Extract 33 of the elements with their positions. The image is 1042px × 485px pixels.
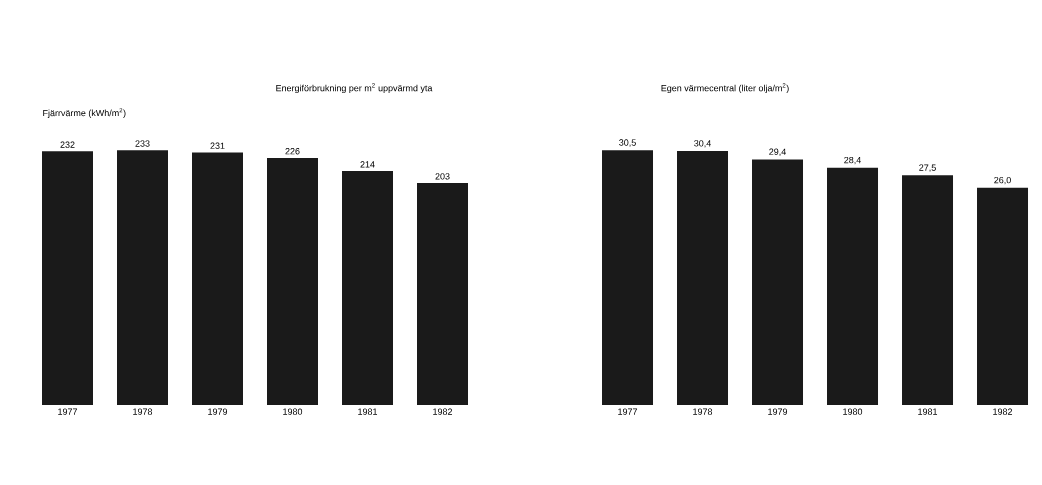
x-tick-label: 1982 (433, 408, 453, 415)
x-tick-label: 1981 (358, 408, 378, 415)
data-label: 28,4 (844, 156, 861, 165)
data-label: 233 (135, 140, 150, 147)
x-tick-label: 1978 (133, 408, 153, 415)
x-tick-label: 1977 (618, 408, 638, 415)
x-tick-label: 1979 (208, 408, 228, 415)
data-label: 30,4 (694, 140, 711, 148)
bar (902, 175, 954, 405)
chart-title: Egen värmecentral (liter olja/m$^{2}$) (661, 83, 789, 94)
x-tick-label: 1982 (993, 408, 1013, 415)
x-tick-label: 1977 (58, 408, 78, 415)
bar (677, 151, 729, 405)
bar (827, 167, 879, 405)
x-tick-label: 1981 (918, 408, 938, 415)
data-label: 29,4 (769, 148, 786, 156)
y-axis-title: Fjärrvärme (kWh/m$^{2}$) (43, 108, 126, 118)
bar (977, 187, 1029, 405)
data-label: 226 (285, 148, 300, 155)
bar (602, 150, 654, 405)
data-label: 30,5 (619, 139, 636, 147)
x-tick-label: 1980 (283, 408, 303, 415)
data-label: 231 (210, 142, 225, 149)
data-label: 203 (435, 173, 450, 180)
chart-title: Energiförbrukning per m$^{2}$ uppvärmd yta (276, 83, 433, 94)
x-tick-label: 1979 (768, 408, 788, 415)
x-tick-label: 1980 (843, 408, 863, 415)
x-tick-label: 1978 (693, 408, 713, 415)
data-label: 26,0 (994, 176, 1011, 185)
data-label: 214 (360, 161, 375, 168)
bar (752, 159, 804, 405)
data-label: 27,5 (919, 164, 936, 172)
data-label: 232 (60, 141, 75, 148)
